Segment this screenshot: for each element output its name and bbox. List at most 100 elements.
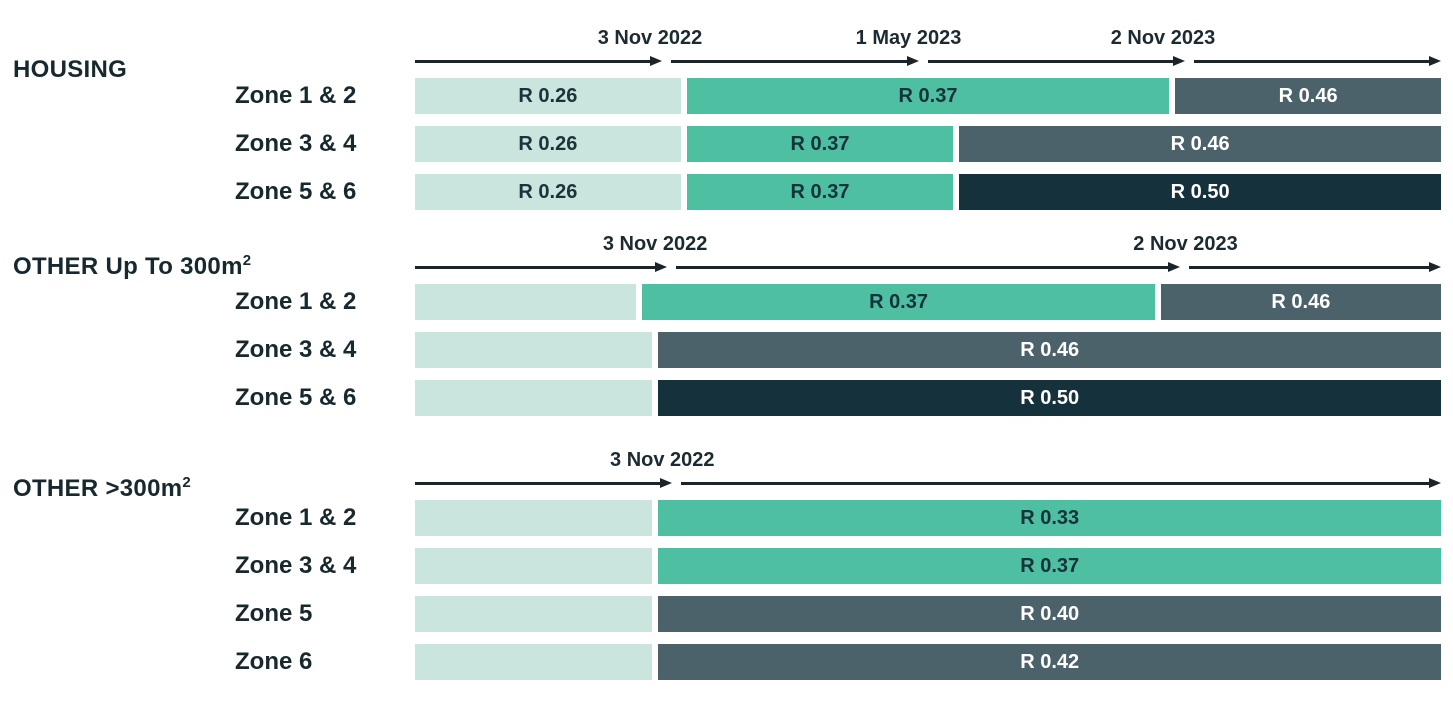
timeline-arrow [1194,56,1442,66]
tariff-bar: R 0.50 [415,380,1441,416]
segment-value: R 0.46 [1170,132,1230,155]
arrow-head-icon [1173,56,1186,66]
tariff-bar: R 0.42 [415,644,1441,680]
bar-segment: R 0.37 [658,548,1441,584]
section-title-superscript: 2 [242,252,252,269]
zone-label: Zone 5 [235,600,313,627]
zone-row: Zone 6 R 0.42 [0,644,1441,680]
timeline-arrow [670,56,919,66]
section-title-text: HOUSING [13,56,128,83]
timeline: 3 Nov 2022 [415,446,1441,500]
arrow-line [415,265,656,269]
section-title-text: OTHER >300m [13,475,183,502]
segment-value: R 0.37 [790,132,850,155]
zone-row: Zone 3 & 4 R 0.37 [0,548,1441,584]
arrow-head-icon [1429,262,1441,272]
arrow-head-icon [654,262,667,272]
section-rows: Zone 1 & 2 R 0.26 R 0.37 R 0.46 Zone 3 &… [0,78,1441,222]
zone-label: Zone 3 & 4 [235,552,357,579]
date-label: 2 Nov 2023 [1110,27,1216,49]
bar-segment: R 0.37 [642,284,1155,320]
arrow-line [680,481,1430,485]
bar-segment [415,284,637,320]
zone-label: Zone 5 & 6 [235,384,357,411]
segment-value: R 0.26 [518,84,578,107]
zone-label: Zone 3 & 4 [235,130,357,157]
timeline-arrow [680,478,1441,488]
timeline-arrows [415,477,1441,489]
section-rows: Zone 1 & 2 R 0.37 R 0.46 Zone 3 & 4 R 0.… [0,284,1441,428]
zone-label: Zone 1 & 2 [235,504,357,531]
segment-value: R 0.37 [898,84,958,107]
bar-segment: R 0.46 [658,332,1441,368]
bar-segment [415,380,653,416]
segment-value: R 0.33 [1020,506,1080,529]
arrow-head-icon [1429,56,1442,66]
tariff-bar: R 0.37 [415,548,1441,584]
bar-segment: R 0.46 [959,126,1441,162]
zone-label: Zone 5 & 6 [235,178,357,205]
timeline-arrows [415,261,1441,273]
segment-value: R 0.50 [1020,386,1080,409]
arrow-line [415,59,651,63]
bar-segment [415,332,653,368]
date-label: 1 May 2023 [855,27,962,49]
timeline: 3 Nov 2022 2 Nov 2023 [415,230,1441,284]
bar-segment [415,596,653,632]
bar-segment: R 0.37 [686,78,1170,114]
zone-row: Zone 5 & 6 R 0.50 [0,380,1441,416]
date-label: 3 Nov 2022 [597,27,703,49]
segment-value: R 0.46 [1271,290,1331,313]
section-title: OTHER >300m2 [13,474,192,503]
segment-value: R 0.37 [869,290,928,313]
segment-value: R 0.46 [1020,338,1080,361]
zone-label: Zone 1 & 2 [235,82,357,109]
zone-label: Zone 3 & 4 [235,336,357,363]
zone-row: Zone 5 & 6 R 0.26 R 0.37 R 0.50 [0,174,1441,210]
zone-label: Zone 1 & 2 [235,288,357,315]
segment-value: R 0.42 [1020,650,1080,673]
section-title: HOUSING [13,56,127,84]
tariff-bar: R 0.33 [415,500,1441,536]
bar-segment [415,500,653,536]
bar-segment: R 0.50 [959,174,1441,210]
arrow-head-icon [659,478,672,488]
timeline-arrow [927,56,1186,66]
arrow-head-icon [906,56,919,66]
arrow-head-icon [1429,478,1441,488]
arrow-line [415,481,661,485]
zone-row: Zone 3 & 4 R 0.26 R 0.37 R 0.46 [0,126,1441,162]
timeline: 3 Nov 2022 1 May 2023 2 Nov 2023 [415,24,1442,78]
timeline-arrow [1189,262,1441,272]
arrow-head-icon [649,56,662,66]
segment-value: R 0.50 [1170,180,1230,203]
zone-row: Zone 1 & 2 R 0.26 R 0.37 R 0.46 [0,78,1441,114]
bar-segment: R 0.46 [1160,284,1441,320]
bar-segment: R 0.37 [686,126,954,162]
bar-segment: R 0.26 [415,126,681,162]
bar-segment: R 0.42 [658,644,1441,680]
date-label: 2 Nov 2023 [1133,233,1238,255]
bar-segment [415,644,653,680]
timeline-arrow [415,478,672,488]
zone-row: Zone 3 & 4 R 0.46 [0,332,1441,368]
bar-segment: R 0.50 [658,380,1441,416]
timeline-arrows [415,55,1442,67]
arrow-line [927,59,1175,63]
bar-segment: R 0.26 [415,174,681,210]
section-rows: Zone 1 & 2 R 0.33 Zone 3 & 4 R 0.37 Zone… [0,500,1441,692]
tariff-bar: R 0.26 R 0.37 R 0.46 [415,126,1441,162]
section-title-text: OTHER Up To 300m [13,253,243,280]
date-label: 3 Nov 2022 [610,449,715,471]
section-title-superscript: 2 [182,474,192,491]
segment-value: R 0.37 [790,180,850,203]
tariff-bar: R 0.37 R 0.46 [415,284,1441,320]
bar-segment: R 0.26 [415,78,681,114]
tariff-bar: R 0.40 [415,596,1441,632]
date-label: 3 Nov 2022 [602,233,708,255]
tariff-bar: R 0.26 R 0.37 R 0.46 [415,78,1441,114]
arrow-line [1189,265,1430,269]
segment-value: R 0.40 [1020,602,1080,625]
timeline-arrow [415,56,662,66]
